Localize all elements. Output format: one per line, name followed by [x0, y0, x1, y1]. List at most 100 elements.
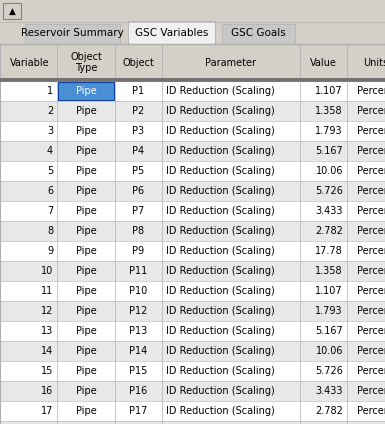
Text: Percent: Percent [357, 366, 385, 376]
Bar [58, 82, 114, 100]
Text: Pipe: Pipe [75, 146, 96, 156]
Text: Percent: Percent [357, 146, 385, 156]
Text: 3: 3 [47, 126, 53, 136]
Text: ID Reduction (Scaling): ID Reduction (Scaling) [166, 266, 275, 276]
Text: Pipe: Pipe [75, 366, 96, 376]
Bar [0, 221, 385, 241]
Bar [222, 24, 295, 44]
Text: Pipe: Pipe [75, 206, 96, 216]
Text: GSC Goals: GSC Goals [231, 28, 286, 38]
Text: Percent: Percent [357, 186, 385, 196]
Text: 2: 2 [47, 106, 53, 116]
Text: P9: P9 [132, 246, 144, 256]
Text: Percent: Percent [357, 166, 385, 176]
Text: Percent: Percent [357, 326, 385, 336]
Bar [0, 201, 385, 221]
Bar [3, 3, 21, 19]
Text: Pipe: Pipe [75, 126, 96, 136]
Bar [0, 301, 385, 321]
Text: 17: 17 [41, 406, 53, 416]
Text: P16: P16 [129, 386, 147, 396]
Text: ID Reduction (Scaling): ID Reduction (Scaling) [166, 166, 275, 176]
Text: Percent: Percent [357, 86, 385, 96]
Text: ID Reduction (Scaling): ID Reduction (Scaling) [166, 206, 275, 216]
Text: P14: P14 [129, 346, 147, 356]
Text: ID Reduction (Scaling): ID Reduction (Scaling) [166, 286, 275, 296]
Text: 10.06: 10.06 [315, 166, 343, 176]
Text: ▲: ▲ [8, 6, 15, 16]
Text: 16: 16 [41, 386, 53, 396]
Bar [0, 401, 385, 421]
Text: P8: P8 [132, 226, 144, 236]
Text: ID Reduction (Scaling): ID Reduction (Scaling) [166, 366, 275, 376]
Text: 2.782: 2.782 [315, 406, 343, 416]
Text: 15: 15 [41, 366, 53, 376]
Text: 4: 4 [47, 146, 53, 156]
Text: 5: 5 [47, 166, 53, 176]
Text: Percent: Percent [357, 106, 385, 116]
Text: Percent: Percent [357, 126, 385, 136]
Text: 3.433: 3.433 [315, 386, 343, 396]
Text: 1.358: 1.358 [315, 266, 343, 276]
Text: Percent: Percent [357, 306, 385, 316]
Text: Pipe: Pipe [75, 86, 96, 96]
Text: Pipe: Pipe [75, 106, 96, 116]
Text: P12: P12 [129, 306, 148, 316]
Text: Percent: Percent [357, 266, 385, 276]
Bar [25, 24, 120, 44]
Bar [0, 22, 385, 44]
Text: 13: 13 [41, 326, 53, 336]
Text: Object
Type: Object Type [70, 52, 102, 73]
Bar [0, 141, 385, 161]
Text: GSC Variables: GSC Variables [135, 28, 208, 38]
Text: 1.793: 1.793 [315, 126, 343, 136]
Text: 1.107: 1.107 [315, 86, 343, 96]
Bar [0, 101, 385, 121]
Text: ID Reduction (Scaling): ID Reduction (Scaling) [166, 406, 275, 416]
Bar [0, 44, 385, 424]
Text: ID Reduction (Scaling): ID Reduction (Scaling) [166, 226, 275, 236]
Text: 17.78: 17.78 [315, 246, 343, 256]
Text: ID Reduction (Scaling): ID Reduction (Scaling) [166, 246, 275, 256]
Text: 1.107: 1.107 [315, 286, 343, 296]
Text: Parameter: Parameter [206, 58, 256, 67]
Text: Reservoir Summary: Reservoir Summary [21, 28, 124, 38]
Text: 2.782: 2.782 [315, 226, 343, 236]
Text: 6: 6 [47, 186, 53, 196]
Text: P15: P15 [129, 366, 148, 376]
Text: 1: 1 [47, 86, 53, 96]
Text: Object: Object [122, 58, 154, 67]
Text: 5.167: 5.167 [315, 326, 343, 336]
Text: P4: P4 [132, 146, 144, 156]
Text: Percent: Percent [357, 406, 385, 416]
Text: Pipe: Pipe [75, 286, 96, 296]
Bar [0, 44, 385, 81]
Bar [0, 81, 385, 101]
Text: 12: 12 [41, 306, 53, 316]
Text: 11: 11 [41, 286, 53, 296]
Text: 14: 14 [41, 346, 53, 356]
Text: Pipe: Pipe [75, 246, 96, 256]
Text: 3.433: 3.433 [315, 206, 343, 216]
Text: Pipe: Pipe [75, 306, 96, 316]
Text: 9: 9 [47, 246, 53, 256]
Text: 8: 8 [47, 226, 53, 236]
Bar [0, 341, 385, 361]
Bar [0, 0, 385, 22]
Bar [128, 21, 215, 45]
Text: ID Reduction (Scaling): ID Reduction (Scaling) [166, 126, 275, 136]
Text: Value: Value [310, 58, 337, 67]
Text: Pipe: Pipe [75, 186, 96, 196]
Bar [0, 381, 385, 401]
Text: P2: P2 [132, 106, 145, 116]
Bar [0, 421, 385, 424]
Text: ID Reduction (Scaling): ID Reduction (Scaling) [166, 186, 275, 196]
Text: P10: P10 [129, 286, 147, 296]
Text: 5.167: 5.167 [315, 146, 343, 156]
Text: ID Reduction (Scaling): ID Reduction (Scaling) [166, 106, 275, 116]
Text: ID Reduction (Scaling): ID Reduction (Scaling) [166, 86, 275, 96]
Text: Percent: Percent [357, 286, 385, 296]
Bar [0, 261, 385, 281]
Text: P5: P5 [132, 166, 145, 176]
Text: Pipe: Pipe [75, 326, 96, 336]
